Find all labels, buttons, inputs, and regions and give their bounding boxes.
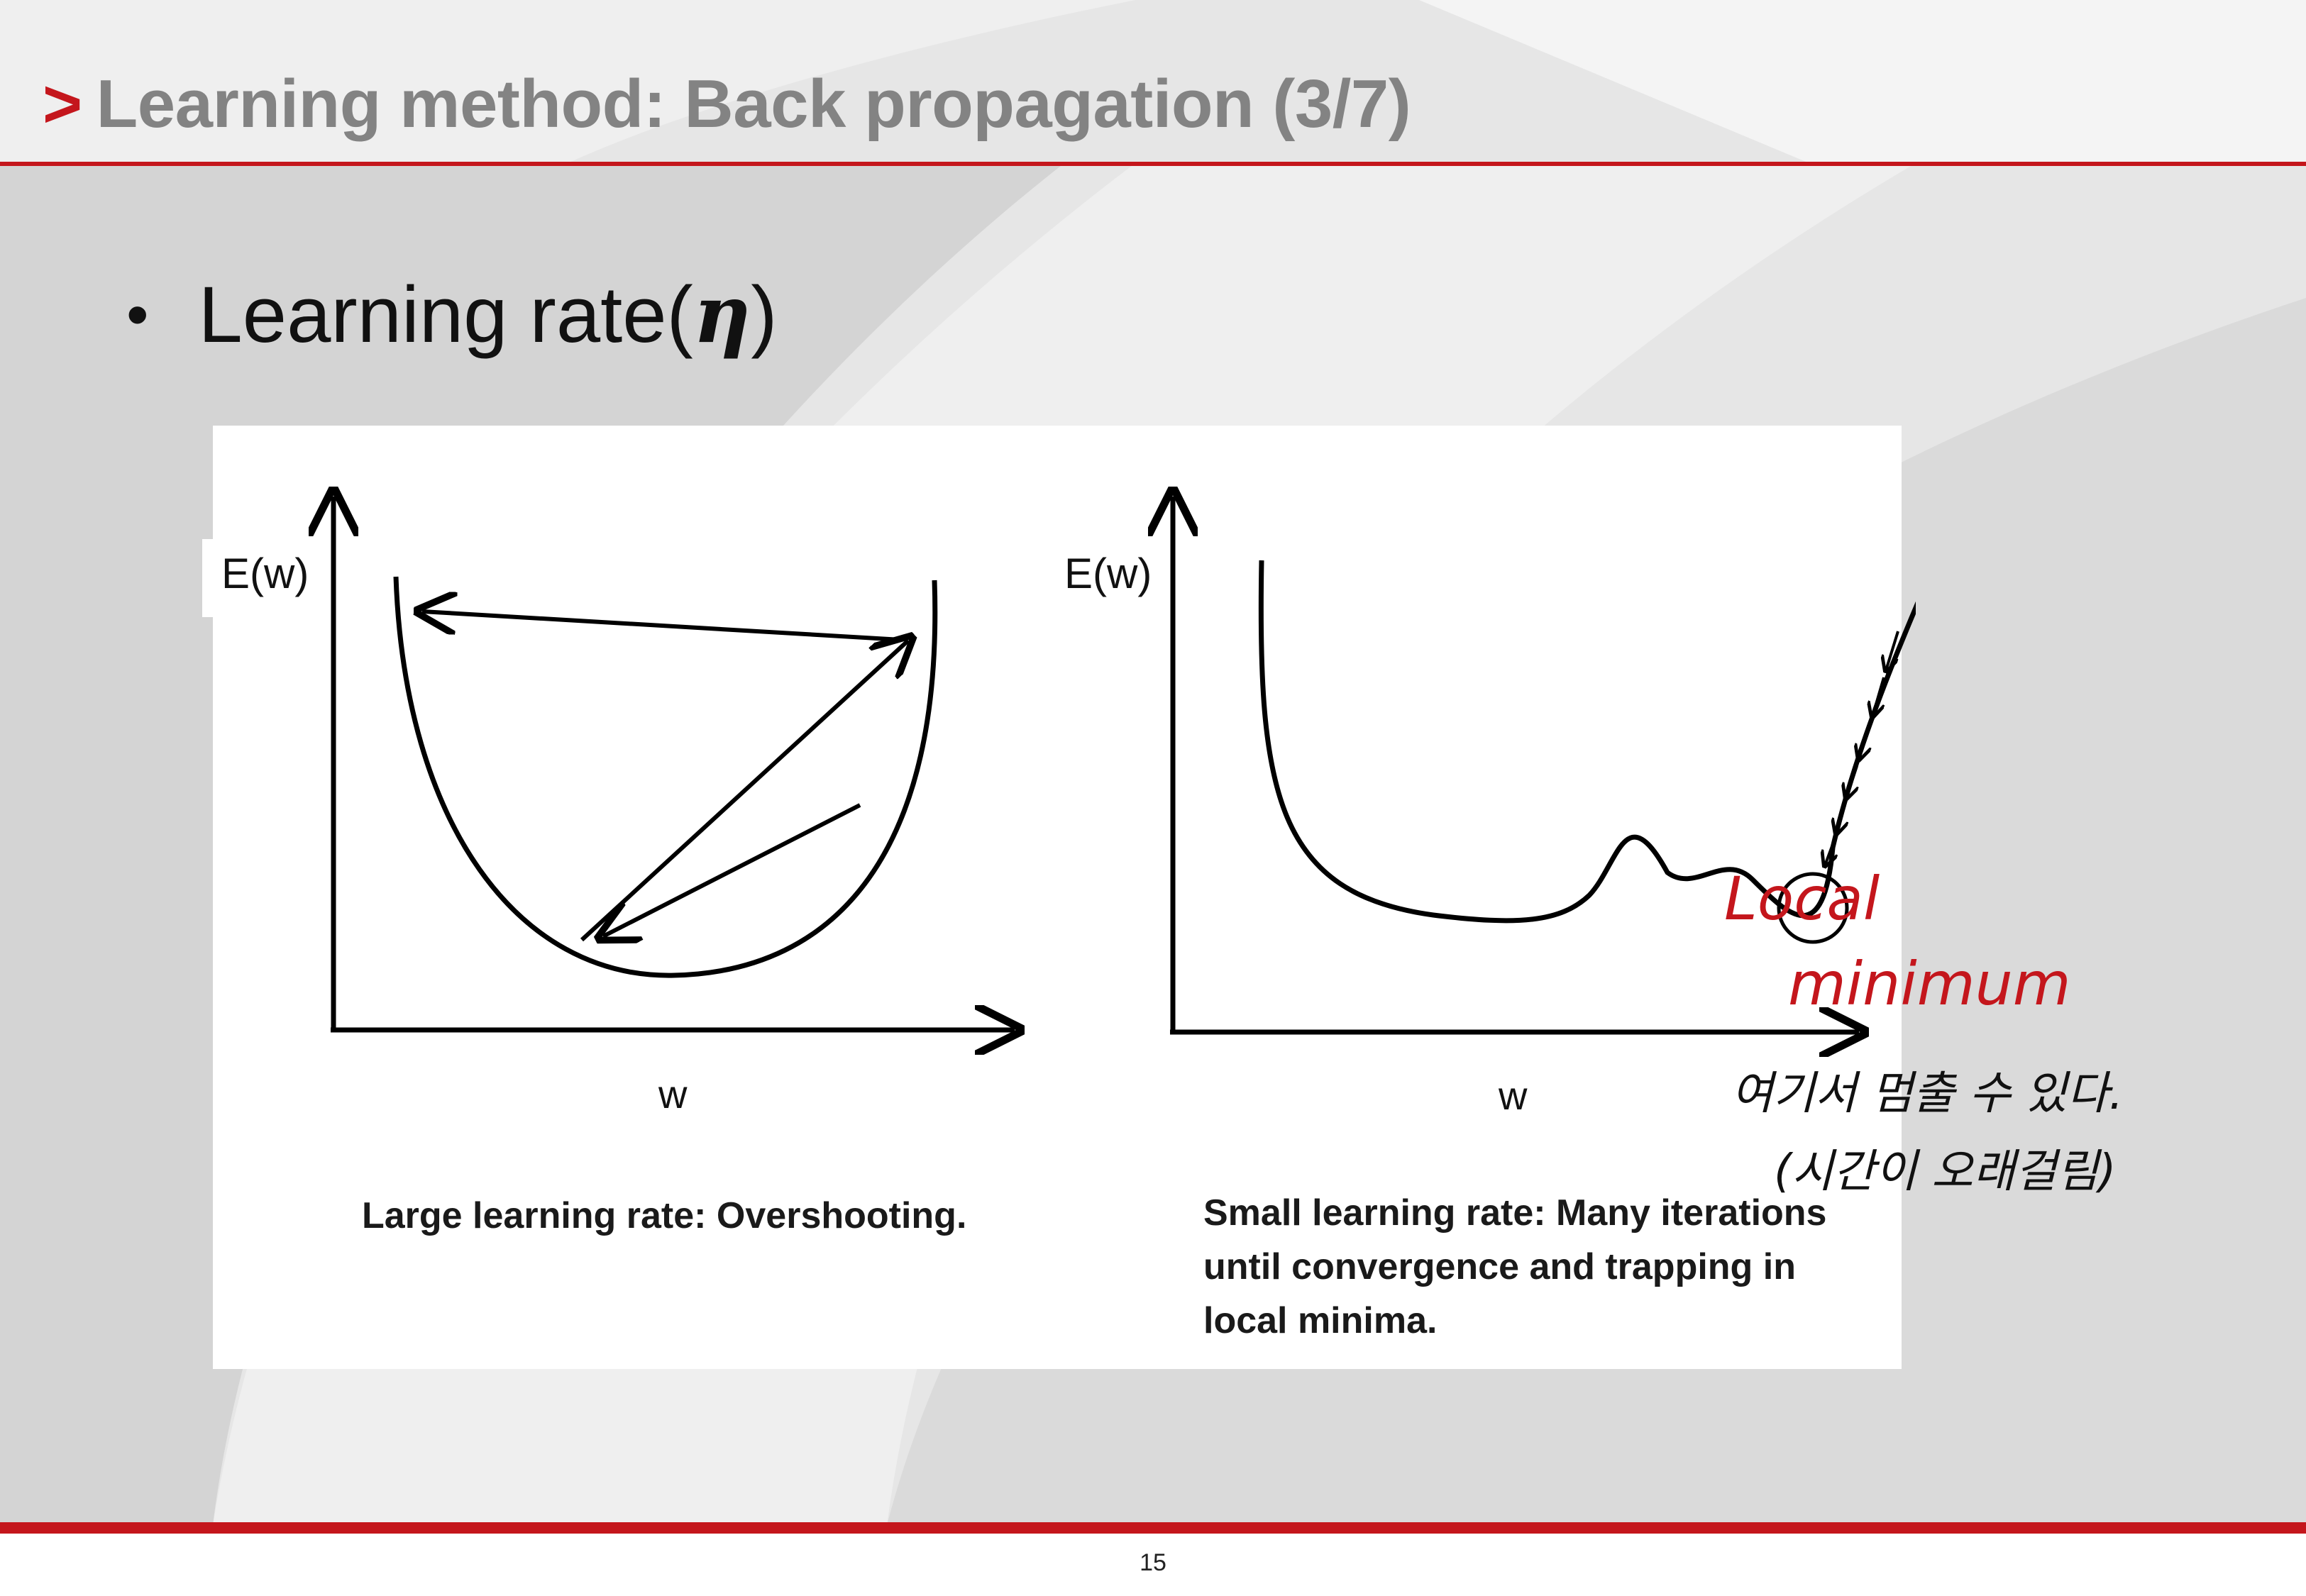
step-arrow-1 — [603, 803, 861, 936]
local-minimum-circle — [1777, 872, 1849, 944]
page-number: 15 — [1140, 1549, 1166, 1576]
x-axis-label-right: w — [1499, 1073, 1528, 1118]
step-arrow-2 — [580, 641, 908, 942]
caption-left: Large learning rate: Overshooting. — [362, 1195, 967, 1236]
title-arrow-icon: > — [43, 66, 82, 142]
eta-symbol: η — [693, 268, 751, 361]
bullet-dot-icon: • — [126, 279, 149, 350]
footer — [0, 1534, 2306, 1596]
handwritten-minimum: minimum — [1788, 949, 2071, 1019]
caption-right: Small learning rate: Many iterations unt… — [1203, 1186, 1826, 1348]
y-axis-label-left: E(w) — [221, 550, 309, 597]
small-step-3 — [1859, 723, 1872, 759]
x-axis-label-left: w — [658, 1072, 688, 1116]
small-step-6 — [1825, 840, 1834, 865]
diagram-overshooting — [213, 426, 1064, 1135]
handwritten-note-2: (시간이 오래걸림) — [1774, 1146, 2117, 1198]
caption-right-line3: local minima. — [1203, 1300, 1438, 1341]
small-step-4 — [1846, 765, 1857, 798]
handwritten-local: Local — [1724, 864, 1880, 933]
y-axis-label-right: E(w) — [1064, 550, 1152, 597]
handwritten-note-1: 여기서 멈출 수 있다. — [1731, 1068, 2124, 1120]
footer-divider — [0, 1522, 2306, 1534]
diagram-local-minimum — [1064, 426, 1916, 1135]
bullet-close: ) — [751, 270, 778, 359]
label-patch — [202, 539, 316, 617]
figure-background — [213, 426, 1902, 1369]
caption-right-line2: until convergence and trapping in — [1203, 1246, 1796, 1287]
caption-right-line1: Small learning rate: Many iterations — [1203, 1192, 1827, 1234]
small-step-5 — [1836, 804, 1845, 833]
slide-title: > Learning method: Back propagation (3/7) — [43, 65, 1411, 143]
step-arrow-3 — [422, 611, 902, 642]
bullet-text: Learning rate( — [198, 270, 693, 359]
small-step-2 — [1872, 677, 1885, 716]
title-text: Learning method: Back propagation (3/7) — [96, 66, 1411, 142]
title-divider — [0, 162, 2306, 166]
error-curve-left — [393, 576, 938, 978]
bullet-learning-rate: • Learning rate(η) — [126, 268, 778, 361]
small-step-1 — [1886, 631, 1899, 670]
